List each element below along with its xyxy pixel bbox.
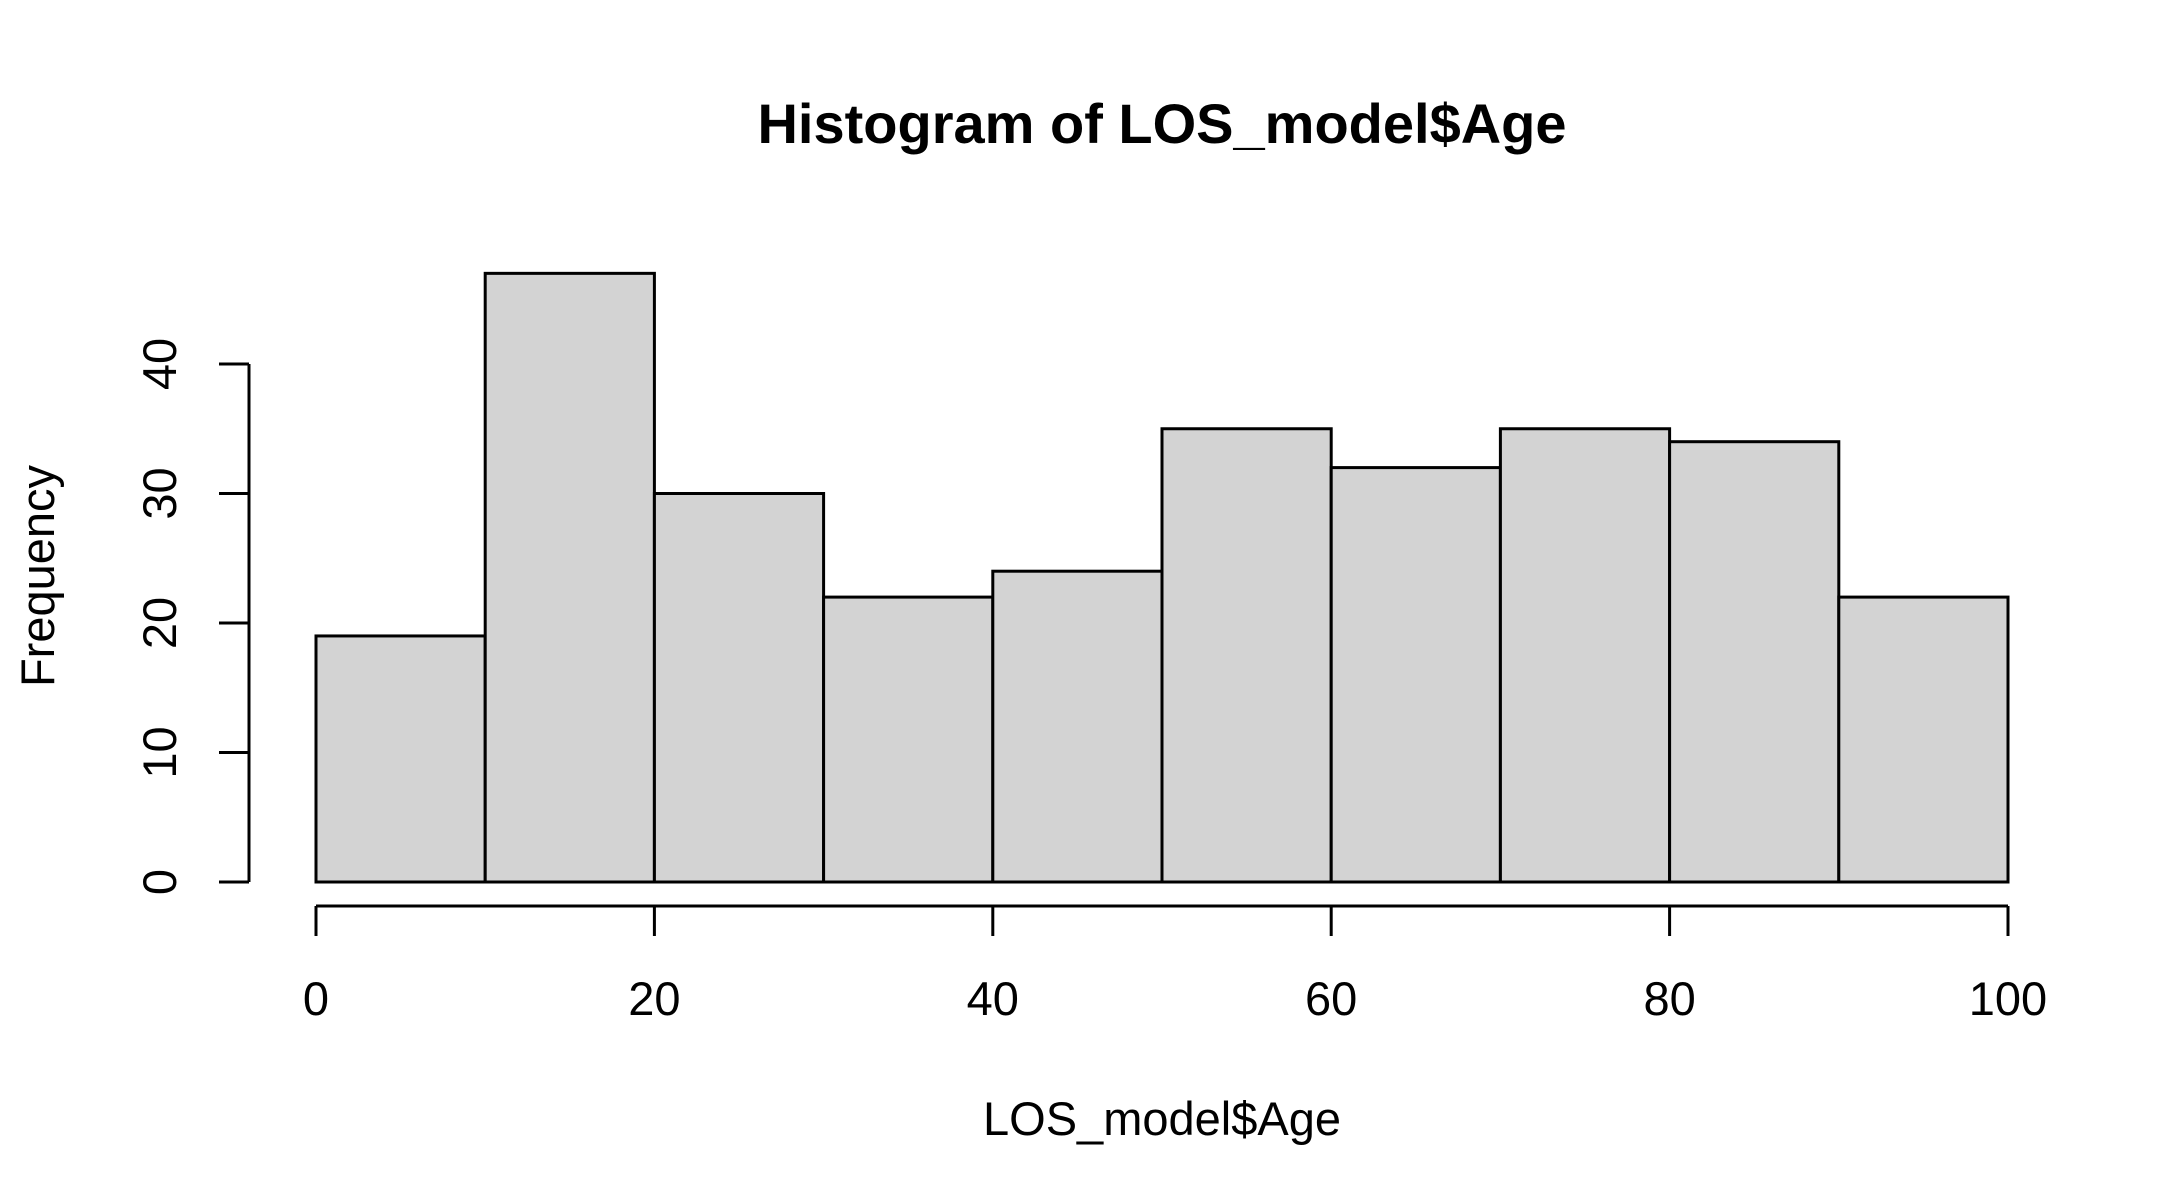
y-tick-label-40: 40	[133, 338, 186, 390]
y-axis: 0 10 20 30 40	[133, 338, 251, 895]
histogram-bars	[314, 271, 2010, 884]
y-tick-label-30: 30	[133, 467, 186, 519]
x-axis-label: LOS_model$Age	[983, 1092, 1341, 1145]
chart-title: Histogram of LOS_model$Age	[757, 92, 1566, 155]
y-tick-label-10: 10	[133, 726, 186, 778]
x-tick-label-100: 100	[1969, 972, 2047, 1025]
x-tick-label-40: 40	[967, 972, 1019, 1025]
y-tick-label-20: 20	[133, 597, 186, 649]
y-tick-label-0: 0	[133, 869, 186, 895]
x-axis: 0 20 40 60 80 100	[303, 904, 2047, 1025]
histogram-bar-50-60	[1160, 427, 1333, 884]
histogram-bar-30-40	[822, 595, 995, 884]
x-tick-label-0: 0	[303, 972, 329, 1025]
histogram-bar-90-100	[1837, 595, 2010, 884]
histogram-bar-80-90	[1668, 440, 1841, 884]
y-axis-label: Frequency	[11, 464, 64, 687]
histogram-bar-20-30	[652, 492, 826, 884]
x-tick-label-20: 20	[628, 972, 680, 1025]
histogram-bar-60-70	[1329, 466, 1502, 884]
x-tick-label-60: 60	[1305, 972, 1357, 1025]
histogram-bar-70-80	[1498, 427, 1672, 884]
histogram-bar-0-10	[314, 634, 487, 884]
histogram-bar-10-20	[483, 271, 656, 884]
x-tick-label-80: 80	[1643, 972, 1695, 1025]
histogram-bar-40-50	[991, 569, 1164, 884]
